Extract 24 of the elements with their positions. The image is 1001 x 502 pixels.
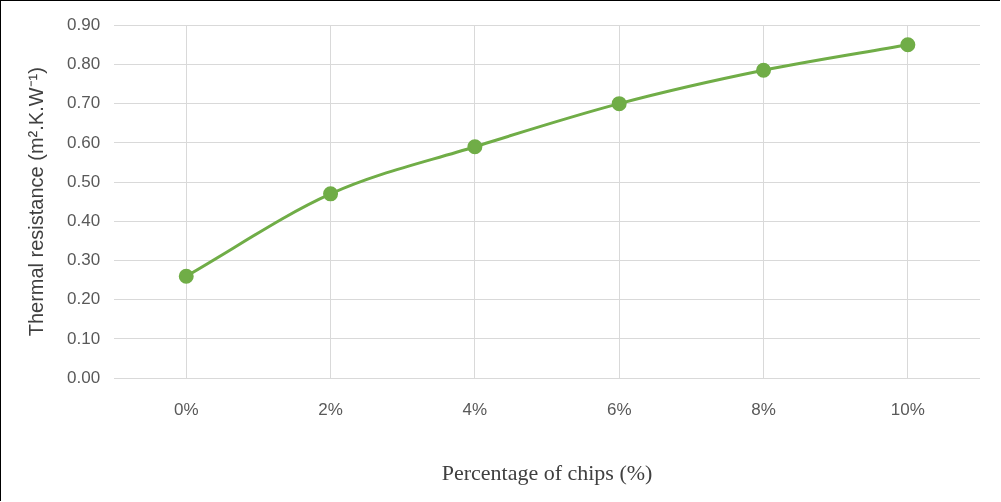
x-tick-label: 0%: [173, 400, 199, 420]
point: [756, 62, 772, 78]
x-tick-label: 10%: [890, 400, 925, 420]
x-tick-label: 4%: [462, 400, 488, 420]
y-tick-label: 0.60: [66, 132, 101, 152]
point: [178, 268, 194, 284]
x-tick-label: 8%: [751, 400, 776, 420]
y-tick-label: 0.80: [66, 54, 101, 74]
y-tick-label: 0.40: [66, 211, 101, 230]
x-tick-label: 6%: [606, 400, 632, 420]
point: [467, 139, 483, 155]
x-tick-label: 2%: [318, 400, 343, 420]
y-tick-label: 0.20: [66, 289, 101, 309]
point: [900, 37, 916, 53]
y-tick-label: 0.70: [66, 93, 101, 113]
y-tick-label: 0.90: [66, 14, 101, 34]
y-tick-label: 0.50: [66, 171, 101, 191]
x-axis-title: Percentage of chips (%): [441, 459, 653, 485]
point: [323, 186, 339, 202]
y-axis-title: Thermal resistance (m².K.W⁻¹): [24, 67, 47, 337]
y-tick-label: 0.30: [66, 250, 101, 270]
y-tick-label: 0.00: [66, 367, 101, 387]
y-tick-label: 0.10: [66, 328, 101, 348]
point: [611, 96, 627, 112]
